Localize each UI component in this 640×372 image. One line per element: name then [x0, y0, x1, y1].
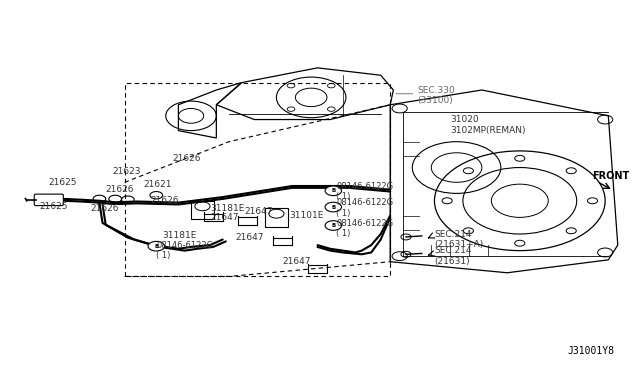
Text: 21621: 21621 — [143, 180, 172, 189]
Text: 21626: 21626 — [106, 185, 134, 194]
Text: 21647: 21647 — [210, 213, 239, 222]
Circle shape — [148, 241, 164, 251]
Text: B: B — [331, 188, 335, 193]
Text: SEC.330
(33100): SEC.330 (33100) — [417, 86, 455, 105]
Text: 08146-6122G
( 1): 08146-6122G ( 1) — [337, 219, 394, 238]
Text: B: B — [331, 223, 335, 228]
Text: 21626: 21626 — [90, 203, 118, 213]
Text: 08146-6122G
( 1): 08146-6122G ( 1) — [337, 182, 394, 201]
Text: 21625: 21625 — [49, 178, 77, 187]
Text: 21626: 21626 — [150, 196, 179, 205]
Text: B: B — [331, 205, 335, 209]
Text: 08146-6122G
( 1): 08146-6122G ( 1) — [156, 241, 213, 260]
Circle shape — [325, 186, 342, 196]
Bar — [265, 208, 288, 227]
Text: 21647: 21647 — [283, 257, 311, 266]
Text: 31101E: 31101E — [289, 211, 323, 220]
Bar — [191, 201, 214, 219]
Text: 08146-6122G
( 1): 08146-6122G ( 1) — [337, 198, 394, 218]
Text: 21626: 21626 — [172, 154, 200, 163]
Text: FRONT: FRONT — [593, 171, 630, 181]
Text: 31181E: 31181E — [163, 231, 197, 240]
Text: SEC.214
(21631+A): SEC.214 (21631+A) — [435, 230, 484, 249]
Text: 21647: 21647 — [244, 207, 273, 217]
Text: J31001Y8: J31001Y8 — [568, 346, 614, 356]
Text: B: B — [154, 244, 159, 249]
Text: 21623: 21623 — [112, 167, 141, 176]
Text: SEC.214
(21631): SEC.214 (21631) — [435, 247, 472, 266]
Text: 31181E: 31181E — [210, 203, 244, 213]
Circle shape — [325, 202, 342, 212]
Text: 21625: 21625 — [39, 202, 68, 211]
Circle shape — [325, 221, 342, 230]
Text: 21647: 21647 — [236, 233, 264, 242]
Text: 31020
3102MP(REMAN): 31020 3102MP(REMAN) — [451, 115, 525, 135]
